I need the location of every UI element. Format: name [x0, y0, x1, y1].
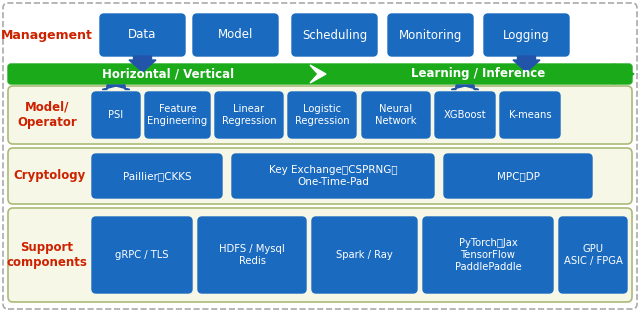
Polygon shape: [129, 56, 156, 72]
Text: GPU
ASIC / FPGA: GPU ASIC / FPGA: [564, 244, 623, 266]
Text: Logistic
Regression: Logistic Regression: [294, 104, 349, 126]
FancyBboxPatch shape: [3, 3, 637, 309]
FancyBboxPatch shape: [312, 217, 417, 293]
Text: Scheduling: Scheduling: [302, 28, 367, 41]
Text: Management: Management: [1, 28, 93, 41]
FancyBboxPatch shape: [145, 92, 210, 138]
FancyBboxPatch shape: [500, 92, 560, 138]
Text: PyTorch、Jax
TensorFlow
PaddlePaddle: PyTorch、Jax TensorFlow PaddlePaddle: [454, 238, 522, 272]
FancyBboxPatch shape: [559, 217, 627, 293]
Text: Horizontal / Vertical: Horizontal / Vertical: [102, 67, 234, 80]
FancyBboxPatch shape: [215, 92, 283, 138]
Text: Data: Data: [128, 28, 157, 41]
Polygon shape: [310, 65, 326, 83]
Text: PSI: PSI: [108, 110, 124, 120]
FancyBboxPatch shape: [232, 154, 434, 198]
FancyBboxPatch shape: [362, 92, 430, 138]
Text: Monitoring: Monitoring: [399, 28, 462, 41]
Text: Key Exchange、CSPRNG、
One-Time-Pad: Key Exchange、CSPRNG、 One-Time-Pad: [269, 165, 397, 187]
FancyBboxPatch shape: [388, 14, 473, 56]
FancyBboxPatch shape: [484, 14, 569, 56]
FancyBboxPatch shape: [92, 217, 192, 293]
Text: XGBoost: XGBoost: [444, 110, 486, 120]
FancyBboxPatch shape: [423, 217, 553, 293]
Text: Neural
Network: Neural Network: [375, 104, 417, 126]
Text: Cryptology: Cryptology: [14, 169, 86, 183]
Text: Spark / Ray: Spark / Ray: [336, 250, 393, 260]
FancyBboxPatch shape: [92, 92, 140, 138]
Text: HDFS / Mysql
Redis: HDFS / Mysql Redis: [219, 244, 285, 266]
Text: Logging: Logging: [503, 28, 550, 41]
FancyBboxPatch shape: [288, 92, 356, 138]
Text: Feature
Engineering: Feature Engineering: [147, 104, 207, 126]
Polygon shape: [102, 85, 129, 90]
FancyBboxPatch shape: [8, 64, 632, 84]
FancyBboxPatch shape: [92, 154, 222, 198]
Text: Model/
Operator: Model/ Operator: [17, 101, 77, 129]
Text: Support
components: Support components: [6, 241, 88, 269]
Text: MPC、DP: MPC、DP: [497, 171, 540, 181]
Polygon shape: [513, 56, 540, 72]
FancyBboxPatch shape: [198, 217, 306, 293]
FancyBboxPatch shape: [8, 208, 632, 302]
FancyBboxPatch shape: [8, 148, 632, 204]
FancyBboxPatch shape: [193, 14, 278, 56]
Polygon shape: [451, 85, 479, 90]
Text: gRPC / TLS: gRPC / TLS: [115, 250, 169, 260]
Text: Model: Model: [218, 28, 253, 41]
Text: Paillier、CKKS: Paillier、CKKS: [123, 171, 191, 181]
Text: Learning / Inference: Learning / Inference: [411, 67, 545, 80]
FancyBboxPatch shape: [100, 14, 185, 56]
FancyBboxPatch shape: [435, 92, 495, 138]
FancyBboxPatch shape: [8, 86, 632, 144]
Text: Linear
Regression: Linear Regression: [221, 104, 276, 126]
FancyBboxPatch shape: [444, 154, 592, 198]
FancyBboxPatch shape: [292, 14, 377, 56]
Text: K-means: K-means: [509, 110, 551, 120]
Polygon shape: [614, 64, 634, 84]
